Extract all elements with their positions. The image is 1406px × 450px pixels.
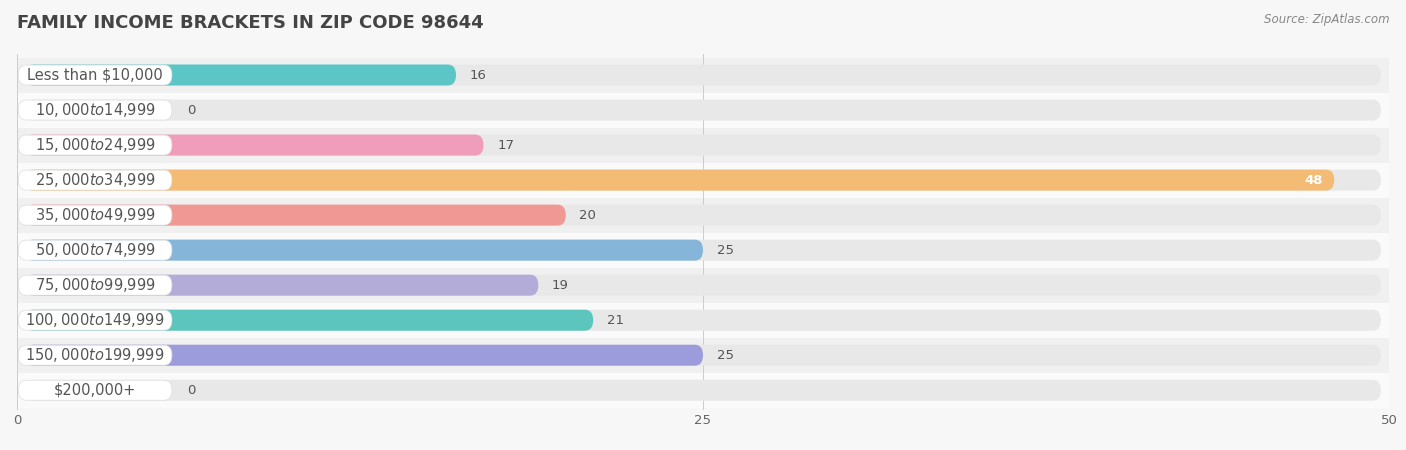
FancyBboxPatch shape	[25, 170, 1334, 191]
FancyBboxPatch shape	[25, 274, 1381, 296]
FancyBboxPatch shape	[18, 100, 172, 120]
FancyBboxPatch shape	[25, 135, 484, 156]
FancyBboxPatch shape	[25, 205, 565, 225]
Text: 25: 25	[717, 243, 734, 256]
Bar	[17, 93, 1389, 127]
FancyBboxPatch shape	[25, 310, 593, 331]
Bar	[17, 338, 1389, 373]
FancyBboxPatch shape	[25, 274, 538, 296]
FancyBboxPatch shape	[18, 380, 172, 400]
FancyBboxPatch shape	[25, 64, 456, 86]
FancyBboxPatch shape	[25, 310, 1381, 331]
Bar	[17, 198, 1389, 233]
FancyBboxPatch shape	[25, 240, 703, 261]
Text: $150,000 to $199,999: $150,000 to $199,999	[25, 346, 165, 364]
Bar	[17, 162, 1389, 198]
Text: $50,000 to $74,999: $50,000 to $74,999	[35, 241, 156, 259]
FancyBboxPatch shape	[25, 345, 1381, 366]
FancyBboxPatch shape	[18, 170, 172, 190]
Text: 25: 25	[717, 349, 734, 362]
Text: 48: 48	[1305, 174, 1323, 187]
FancyBboxPatch shape	[25, 135, 1381, 156]
Text: $25,000 to $34,999: $25,000 to $34,999	[35, 171, 156, 189]
FancyBboxPatch shape	[25, 380, 1381, 401]
FancyBboxPatch shape	[25, 64, 1381, 86]
Text: 19: 19	[553, 279, 569, 292]
Text: Source: ZipAtlas.com: Source: ZipAtlas.com	[1264, 14, 1389, 27]
Text: $75,000 to $99,999: $75,000 to $99,999	[35, 276, 156, 294]
Text: $35,000 to $49,999: $35,000 to $49,999	[35, 206, 156, 224]
FancyBboxPatch shape	[18, 275, 172, 295]
Text: 16: 16	[470, 68, 486, 81]
FancyBboxPatch shape	[25, 205, 1381, 225]
Bar	[17, 303, 1389, 338]
FancyBboxPatch shape	[18, 65, 172, 85]
Text: 0: 0	[187, 384, 195, 397]
FancyBboxPatch shape	[25, 99, 1381, 121]
FancyBboxPatch shape	[18, 135, 172, 155]
Bar	[17, 58, 1389, 93]
Text: 17: 17	[498, 139, 515, 152]
Text: $15,000 to $24,999: $15,000 to $24,999	[35, 136, 156, 154]
Bar	[17, 373, 1389, 408]
FancyBboxPatch shape	[18, 310, 172, 330]
FancyBboxPatch shape	[25, 240, 1381, 261]
Text: FAMILY INCOME BRACKETS IN ZIP CODE 98644: FAMILY INCOME BRACKETS IN ZIP CODE 98644	[17, 14, 484, 32]
Bar	[17, 127, 1389, 162]
Text: $10,000 to $14,999: $10,000 to $14,999	[35, 101, 156, 119]
FancyBboxPatch shape	[25, 170, 1381, 191]
Text: 20: 20	[579, 209, 596, 221]
Bar	[17, 233, 1389, 268]
Text: 0: 0	[187, 104, 195, 117]
FancyBboxPatch shape	[18, 205, 172, 225]
Text: $100,000 to $149,999: $100,000 to $149,999	[25, 311, 165, 329]
FancyBboxPatch shape	[18, 240, 172, 260]
Text: $200,000+: $200,000+	[53, 383, 136, 398]
Text: Less than $10,000: Less than $10,000	[27, 68, 163, 82]
Bar	[17, 268, 1389, 303]
FancyBboxPatch shape	[18, 345, 172, 365]
Text: 21: 21	[607, 314, 624, 327]
FancyBboxPatch shape	[25, 345, 703, 366]
